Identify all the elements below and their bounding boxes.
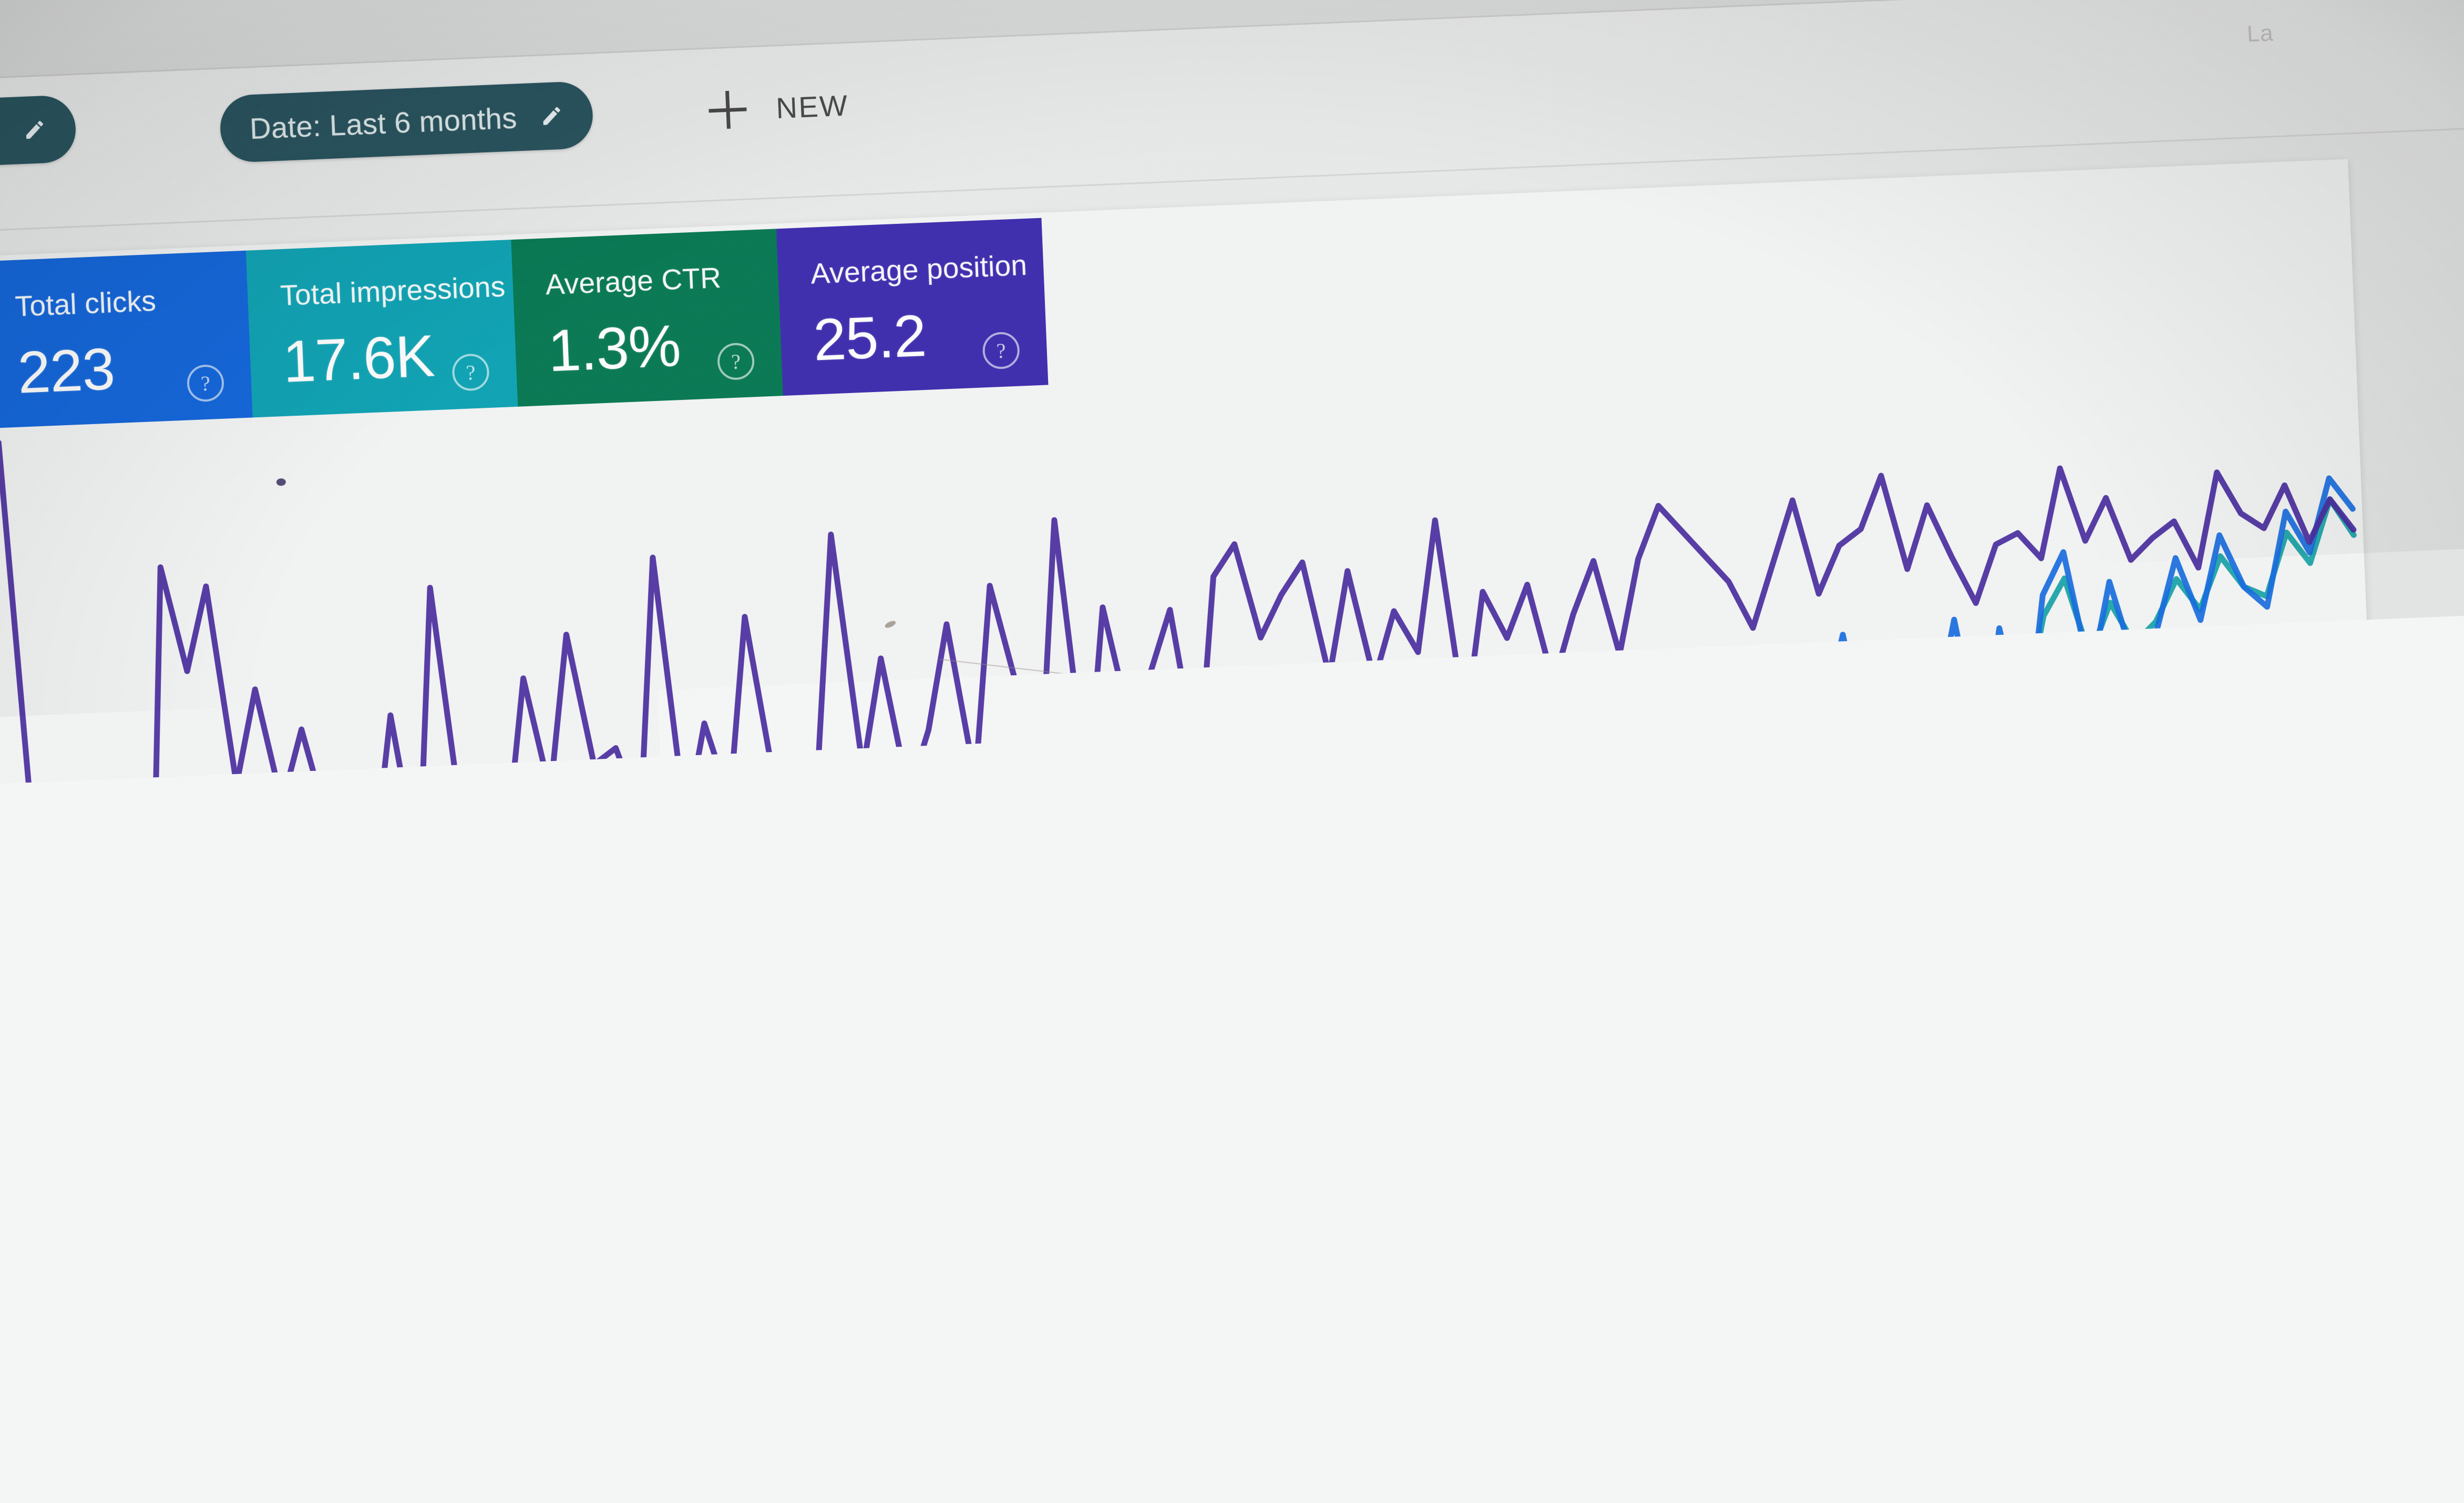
plus-icon: [708, 90, 747, 130]
metric-card-title: Total clicks: [14, 280, 248, 323]
chart-x-tick-label: 3/10/19: [385, 944, 472, 977]
chart-series-line: [0, 346, 2366, 935]
metric-card-title: Total impressions: [280, 269, 514, 312]
filter-chip-date[interactable]: Date: Last 6 months: [219, 81, 594, 163]
help-glyph: ?: [731, 349, 741, 374]
filter-chip-search-type-label: type: Web: [0, 114, 1, 153]
metric-card-value: 17.6K: [282, 322, 436, 396]
metric-card-value: 25.2: [812, 302, 927, 374]
photo-frame: type: Web Date: Last 6 months NEW: [0, 0, 2464, 1503]
metric-card-total-clicks[interactable]: Total clicks 223 ?: [0, 251, 253, 428]
metric-card-total-impressions[interactable]: Total impressions 17.6K ?: [246, 240, 518, 417]
chart-x-tick-label: 3/24/19: [687, 932, 774, 965]
help-glyph: ?: [996, 338, 1007, 363]
help-glyph: ?: [466, 360, 476, 385]
performance-panel: Total clicks 223 ? Total impressions 17.…: [0, 159, 2396, 1417]
pencil-icon[interactable]: [540, 104, 564, 128]
metric-card-value: 223: [16, 335, 116, 406]
help-glyph: ?: [200, 370, 211, 396]
metric-card-title: Average position: [810, 248, 1044, 291]
metric-card-average-ctr[interactable]: Average CTR 1.3% ?: [511, 229, 783, 406]
help-circle-icon[interactable]: ?: [982, 332, 1020, 370]
help-circle-icon[interactable]: ?: [451, 353, 490, 392]
metric-card-value: 1.3%: [547, 312, 681, 385]
pencil-icon[interactable]: [23, 118, 47, 142]
monitor-screen: type: Web Date: Last 6 months NEW: [0, 0, 2464, 1503]
chart-plot-area: [0, 336, 2373, 963]
metric-card-average-position[interactable]: Average position 25.2 ?: [776, 218, 1049, 396]
new-filter-button[interactable]: NEW: [708, 86, 849, 130]
new-filter-button-label: NEW: [775, 88, 849, 125]
filter-chip-search-type[interactable]: type: Web: [0, 95, 77, 172]
chart-x-tick-label: 6/2/19: [2181, 871, 2253, 903]
metric-card-title: Average CTR: [545, 258, 779, 301]
chart-x-tick-label: 4/21/19: [1286, 907, 1373, 940]
help-circle-icon[interactable]: ?: [187, 364, 225, 403]
chart-x-tick-label: 4/7/19: [986, 920, 1059, 953]
performance-chart: 2/24/19 3/10/19 3/24/19 4/7/19 4/21/19 5/5/19…: [0, 336, 2375, 1011]
chart-x-tick-label: 2/24/19: [83, 956, 170, 990]
help-circle-icon[interactable]: ?: [717, 342, 755, 380]
last-updated-partial-text: La: [2246, 20, 2274, 47]
chart-x-tick-label: 5/19/19: [1887, 882, 1974, 915]
chart-x-tick-label: 5/5/19: [1587, 895, 1660, 928]
filter-chip-date-label: Date: Last 6 months: [249, 100, 518, 146]
